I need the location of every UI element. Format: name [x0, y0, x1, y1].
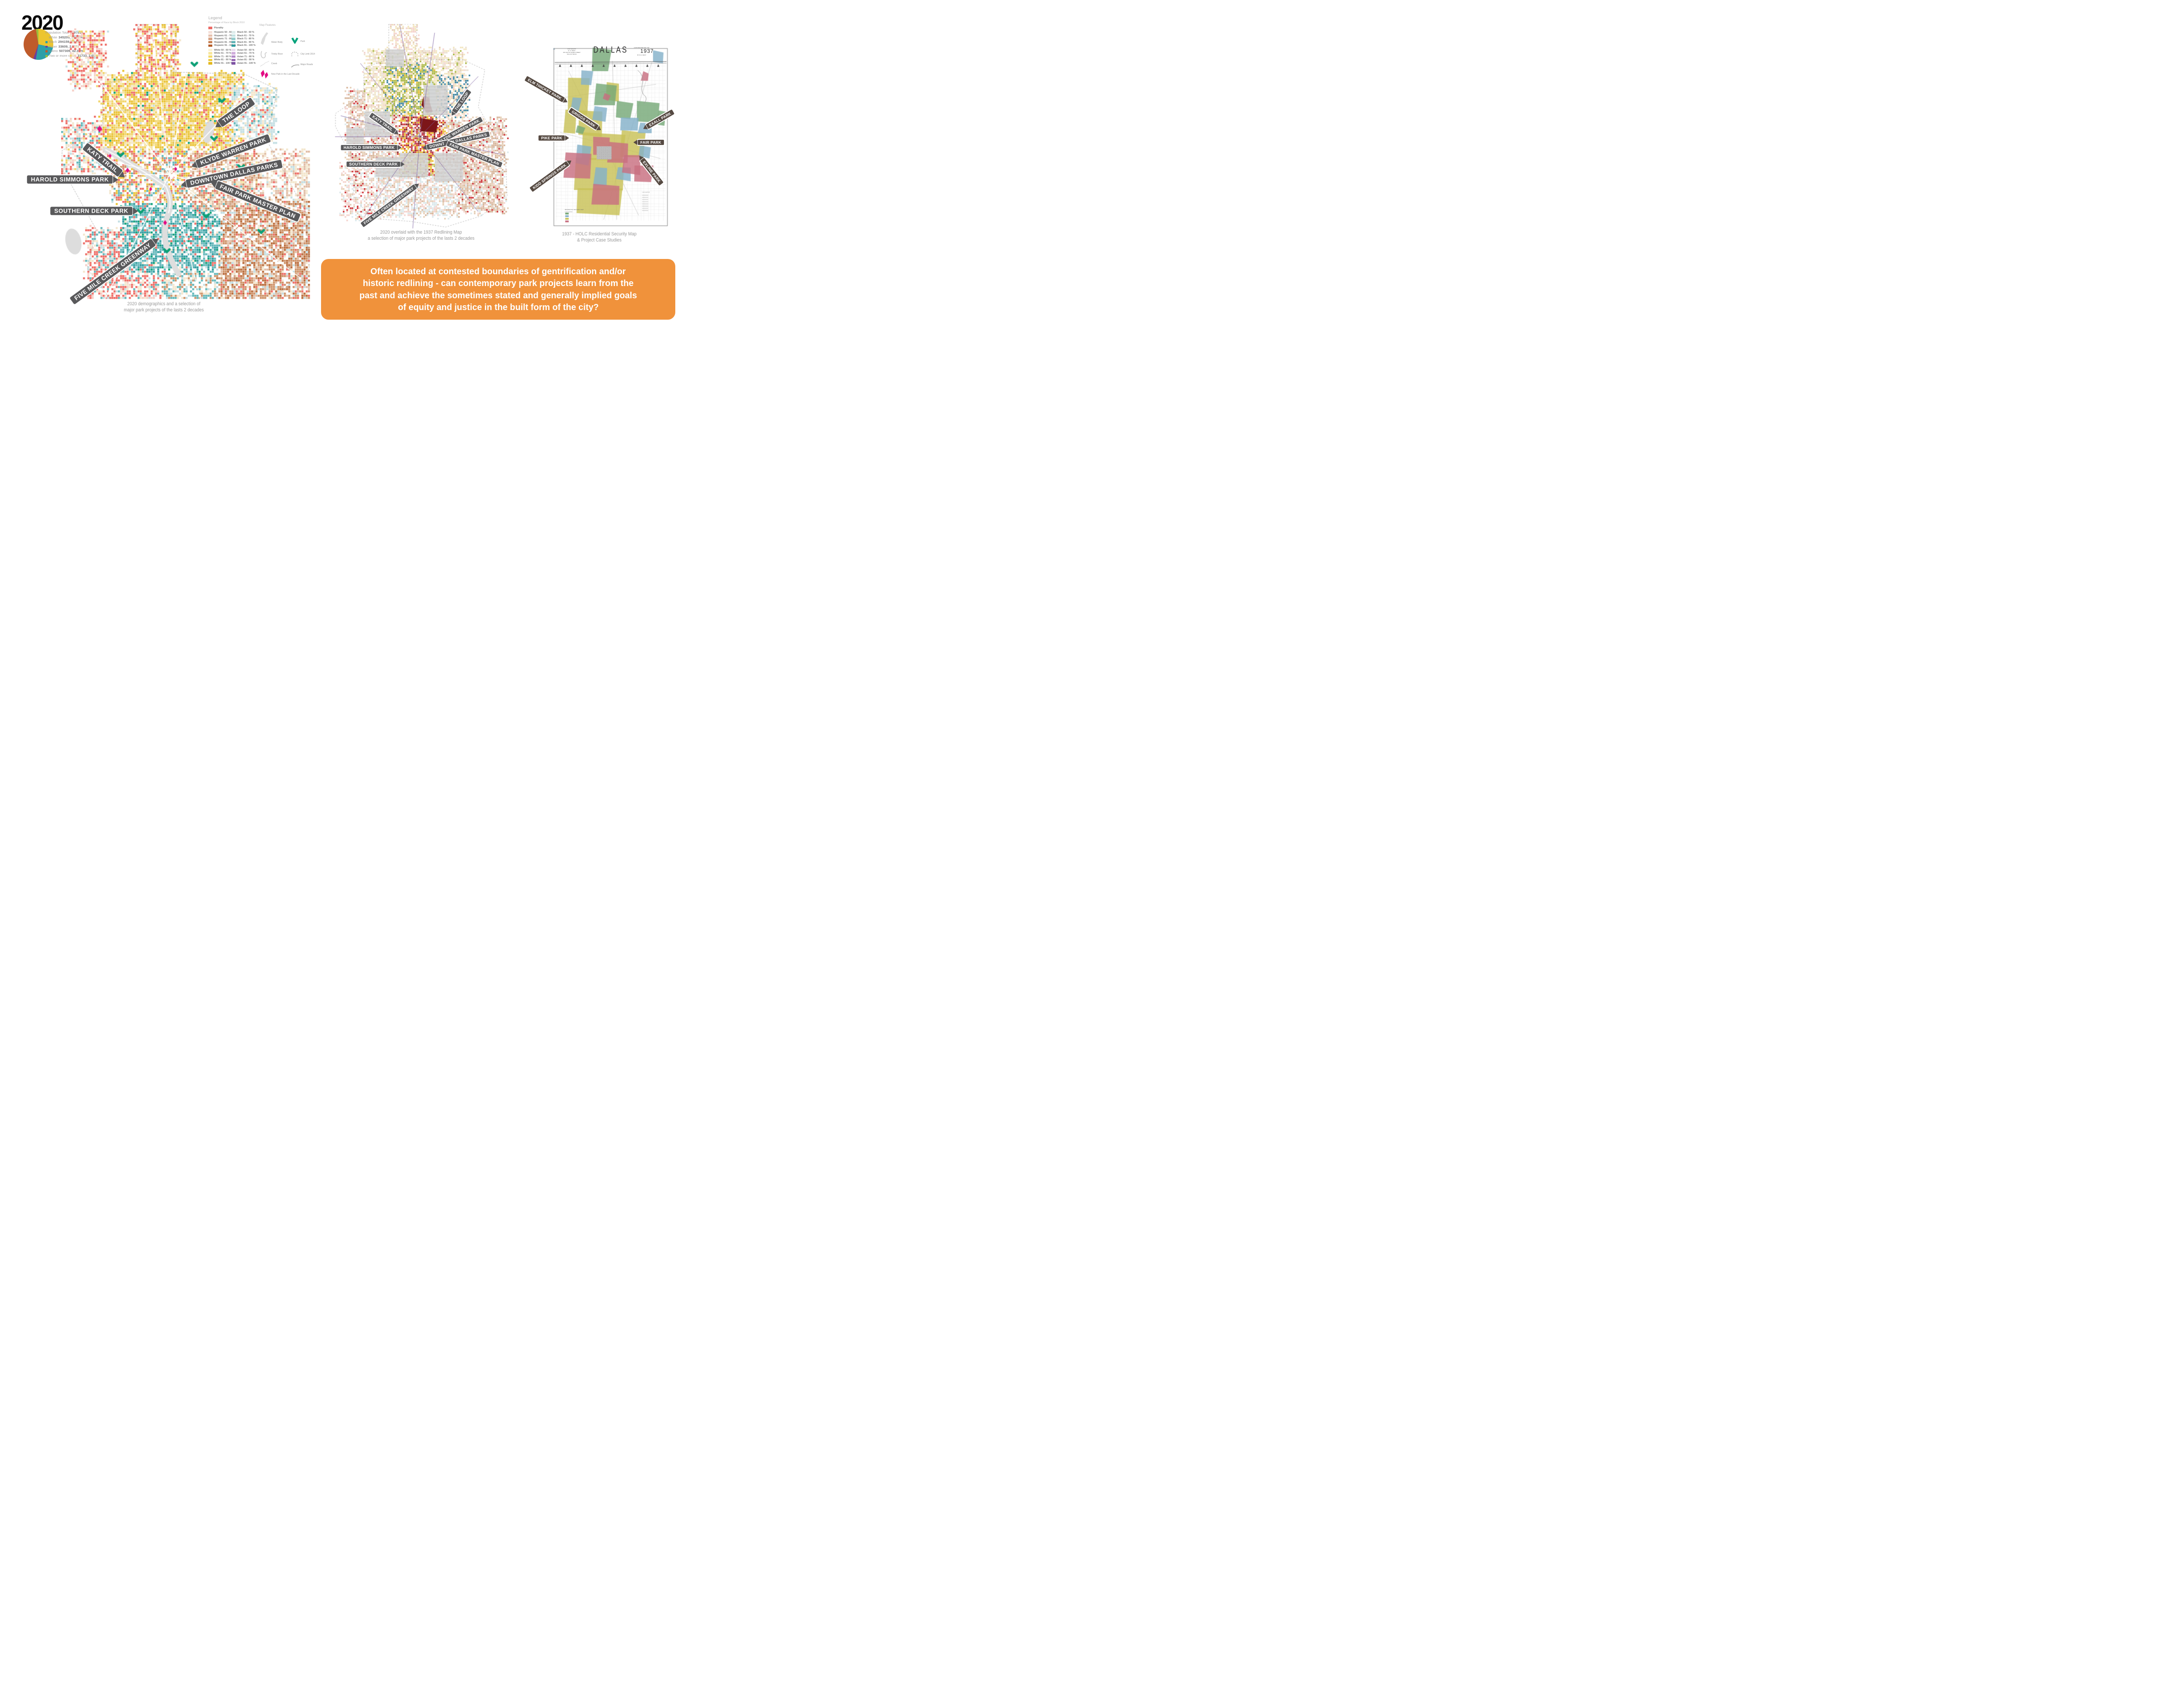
- caption-line: & Project Case Studies: [577, 238, 622, 243]
- map-1937-holc: [551, 45, 670, 230]
- map-2020-redlining-overlay: [334, 24, 509, 229]
- black-label: Black: [48, 40, 57, 44]
- label-text: SOUTHERN DECK PARK: [54, 207, 128, 214]
- caption-line: 1937 - HOLC Residential Security Map: [562, 231, 637, 237]
- security-legend-label: LEGEND: [565, 211, 573, 213]
- caption-left-map: 2020 demographics and a selection of maj…: [124, 301, 204, 313]
- question-line: of equity and justice in the built form …: [397, 302, 599, 312]
- white-label: White: [48, 35, 58, 39]
- forsale-line: 209 SOUTH AKARD STREET: [563, 52, 581, 53]
- population-total-label: Population Total: [45, 31, 69, 34]
- label-pike-park: PIKE PARK: [537, 135, 570, 141]
- caption-right-map: 1937 - HOLC Residential Security Map & P…: [562, 231, 637, 243]
- question-box: Often located at contested boundaries of…: [321, 259, 675, 320]
- label-text: HAROLD SIMMONS PARK: [343, 145, 395, 150]
- security-map-label: RESIDENTIAL SECURITY MAP: [565, 209, 584, 210]
- security-map-micro-legend: RESIDENTIAL SECURITY MAP LEGEND: [565, 209, 584, 213]
- latino-label: Latino: [48, 49, 58, 53]
- label-arrow: [113, 176, 119, 183]
- legend-subtitle: Percentage of Race by Block 2010: [208, 21, 245, 24]
- caption-line: 2020 demographics and a selection of: [127, 301, 200, 307]
- race-legend: Legend Percentage of Race by Block 2010 …: [208, 16, 256, 65]
- label-arrow: [401, 162, 405, 167]
- forsale-line: M. H. WEST: [568, 50, 576, 52]
- asian-swatch: [45, 45, 48, 48]
- caption-line: a selection of major park projects of th…: [367, 236, 475, 241]
- caption-middle-map: 2020 overlaid with the 1937 Redlining Ma…: [368, 229, 474, 241]
- asian-label: Asian: [48, 44, 57, 48]
- sheet-forsale: FOR SALE BY M. H. WEST 209 SOUTH AKARD S…: [560, 48, 583, 55]
- legend-title: Legend: [208, 16, 222, 21]
- tworaces-swatch: [45, 55, 48, 57]
- label-arrow: [422, 145, 427, 151]
- sheet-copyright: COPYRIGHTED MAY 1ST: [634, 47, 650, 48]
- sheet-byline: BY M.H. WEST: [637, 54, 646, 56]
- label-southern-deck-park-mid: SOUTHERN DECK PARK: [346, 161, 405, 168]
- population-pie-chart: [24, 29, 53, 60]
- question-line: historic redlining - can contemporary pa…: [363, 278, 634, 288]
- label-text: HAROLD SIMMONS PARK: [31, 176, 109, 183]
- forsale-line: DALLAS TEXAS: [567, 53, 577, 55]
- label-arrow: [180, 180, 187, 189]
- corner-micro-legend: LEGEND: [642, 191, 650, 193]
- label-arrow: [132, 207, 138, 214]
- sheet-number: 11: [553, 48, 556, 51]
- question-line: past and achieve the sometimes stated an…: [359, 290, 637, 300]
- caption-line: major park projects of the lasts 2 decad…: [124, 307, 204, 313]
- question-line: Often located at contested boundaries of…: [370, 266, 626, 276]
- caption-line: 2020 overlaid with the 1937 Redlining Ma…: [380, 230, 462, 235]
- black-swatch: [45, 41, 48, 43]
- label-harold-simmons-park-mid: HAROLD SIMMONS PARK: [340, 144, 402, 151]
- label-arrow: [397, 145, 402, 150]
- white-swatch: [45, 36, 48, 39]
- label-text: PIKE PARK: [541, 136, 563, 140]
- poster-page: 2020 Population Total 1197816 White 3452…: [0, 0, 685, 334]
- label-arrow: [565, 135, 570, 141]
- label-text: FAIR PARK: [640, 140, 661, 145]
- label-southern-deck-park: SOUTHERN DECK PARK: [49, 206, 138, 216]
- dallas-sheet-title: DALLAS: [593, 45, 628, 55]
- latino-swatch: [45, 50, 48, 52]
- label-fair-park: FAIR PARK: [633, 139, 665, 146]
- label-harold-simmons-park: HAROLD SIMMONS PARK: [26, 174, 119, 185]
- label-text: SOUTHERN DECK PARK: [349, 162, 398, 166]
- sheet-year: 1937: [640, 48, 654, 54]
- forsale-line: FOR SALE BY: [567, 48, 576, 50]
- label-arrow: [633, 140, 638, 145]
